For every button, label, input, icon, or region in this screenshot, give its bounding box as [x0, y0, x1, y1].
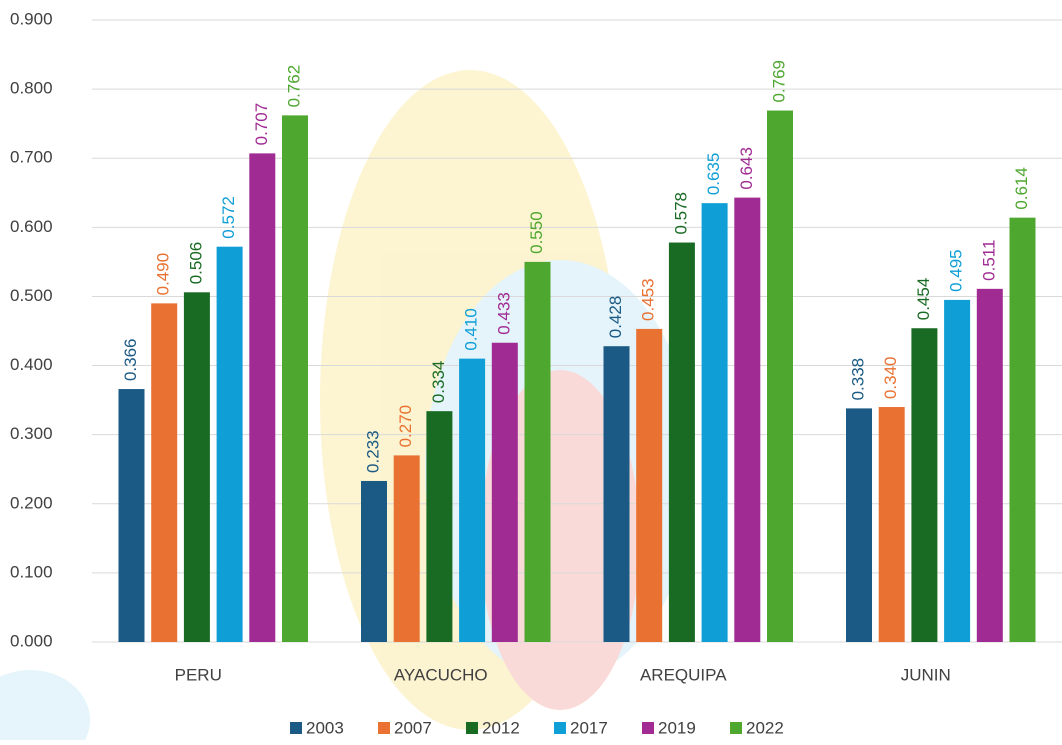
- y-tick-label: 0.600: [10, 217, 53, 236]
- data-label: 0.614: [1012, 167, 1031, 210]
- data-label: 0.453: [639, 278, 658, 321]
- data-label: 0.410: [462, 308, 481, 351]
- data-label: 0.334: [429, 361, 448, 404]
- y-tick-label: 0.900: [10, 9, 53, 28]
- legend-marker: [554, 722, 566, 734]
- y-tick-label: 0.100: [10, 562, 53, 581]
- bar: [249, 153, 275, 642]
- data-label: 0.366: [121, 339, 140, 382]
- data-label: 0.578: [671, 192, 690, 235]
- data-label: 0.433: [494, 292, 513, 335]
- bar: [944, 300, 970, 642]
- bar: [1010, 218, 1036, 642]
- bar: [636, 329, 662, 642]
- data-label: 0.428: [606, 296, 625, 339]
- bar: [669, 243, 695, 642]
- data-label: 0.340: [881, 356, 900, 399]
- bar: [702, 203, 728, 642]
- data-label: 0.769: [769, 60, 788, 103]
- data-label: 0.454: [914, 278, 933, 321]
- y-tick-label: 0.200: [10, 493, 53, 512]
- data-label: 0.495: [947, 249, 966, 292]
- bar: [879, 407, 905, 642]
- legend-marker: [378, 722, 390, 734]
- legend-label: 2012: [482, 718, 520, 737]
- bar: [394, 455, 420, 642]
- data-label: 0.635: [704, 153, 723, 196]
- data-label: 0.270: [396, 405, 415, 448]
- y-tick-label: 0.000: [10, 631, 53, 650]
- bar: [492, 343, 518, 642]
- y-tick-label: 0.500: [10, 286, 53, 305]
- legend-label: 2007: [394, 718, 432, 737]
- legend-label: 2017: [570, 718, 608, 737]
- chart: 0.000 0.100 0.200 0.300 0.400 0.500 0.600 0.700…: [0, 0, 1062, 740]
- x-tick-label: PERU: [175, 665, 222, 684]
- legend-marker: [466, 722, 478, 734]
- bar: [846, 408, 872, 642]
- data-label: 0.643: [737, 147, 756, 190]
- x-tick-label: AYACUCHO: [394, 665, 488, 684]
- bar: [459, 359, 485, 642]
- data-label: 0.762: [284, 65, 303, 108]
- bar: [217, 247, 243, 642]
- x-tick-label: AREQUIPA: [640, 665, 727, 684]
- legend-label: 2019: [658, 718, 696, 737]
- bar: [734, 198, 760, 642]
- x-tick-label: JUNIN: [901, 665, 951, 684]
- bar: [426, 411, 452, 642]
- bar: [911, 328, 937, 642]
- data-label: 0.506: [186, 242, 205, 285]
- legend-marker: [642, 722, 654, 734]
- data-label: 0.233: [363, 430, 382, 473]
- legend-marker: [730, 722, 742, 734]
- bar: [119, 389, 145, 642]
- legend-label: 2022: [746, 718, 784, 737]
- bar: [151, 303, 177, 642]
- legend-marker: [290, 722, 302, 734]
- bar: [361, 481, 387, 642]
- watermark: [0, 70, 695, 740]
- y-tick-label: 0.400: [10, 355, 53, 374]
- y-tick-label: 0.300: [10, 424, 53, 443]
- y-tick-label: 0.700: [10, 148, 53, 167]
- data-label: 0.490: [154, 253, 173, 296]
- bar: [767, 111, 793, 642]
- y-tick-label: 0.800: [10, 79, 53, 98]
- data-label: 0.572: [219, 196, 238, 239]
- data-label: 0.511: [979, 240, 998, 281]
- bar: [604, 346, 630, 642]
- legend-label: 2003: [306, 718, 344, 737]
- bar: [282, 115, 308, 642]
- data-label: 0.707: [252, 103, 271, 146]
- bar: [525, 262, 551, 642]
- data-label: 0.550: [527, 211, 546, 254]
- data-label: 0.338: [848, 358, 867, 401]
- bar: [977, 289, 1003, 642]
- bar: [184, 292, 210, 642]
